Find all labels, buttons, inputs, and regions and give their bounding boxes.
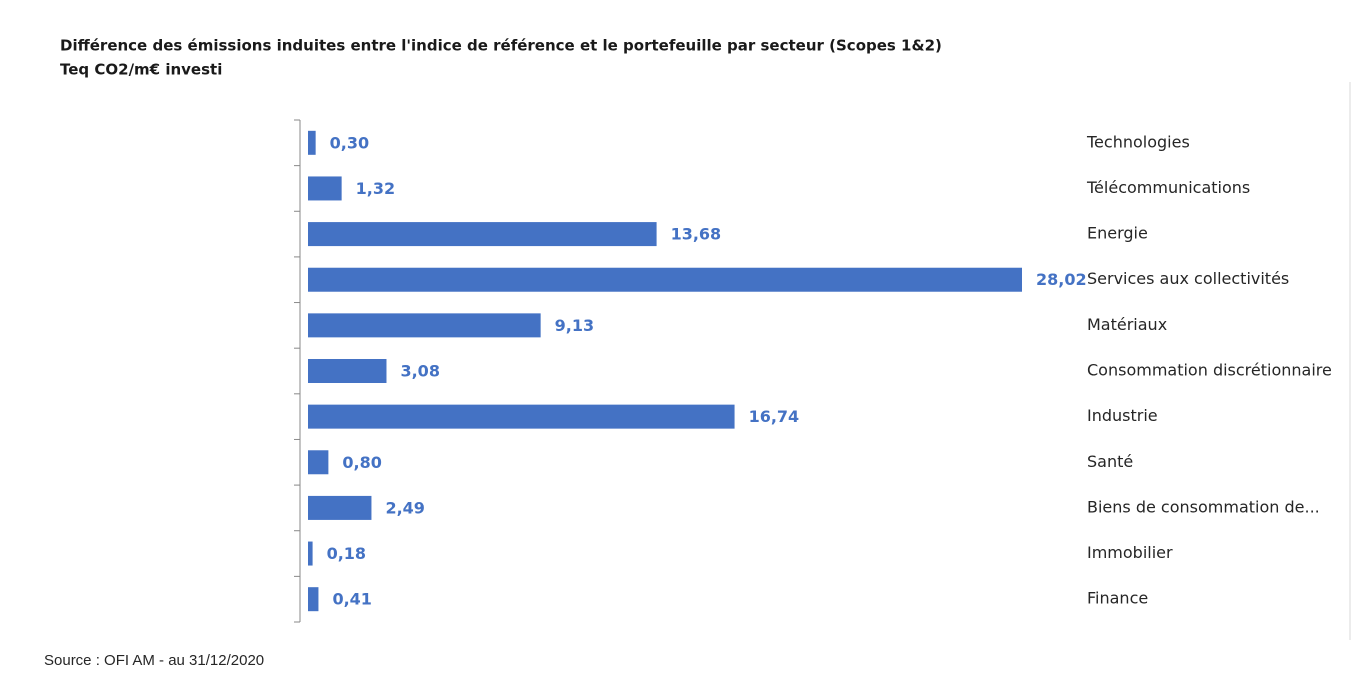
category-label: Immobilier	[1087, 543, 1173, 562]
chart-subtitle: Teq CO2/m€ investi	[60, 61, 222, 79]
value-label: 16,74	[749, 407, 800, 426]
category-label: Matériaux	[1087, 315, 1167, 334]
bar	[308, 267, 1022, 292]
value-label: 28,02	[1036, 270, 1087, 289]
category-label: Télécommunications	[1086, 178, 1250, 197]
category-label: Finance	[1087, 589, 1148, 608]
bar	[308, 450, 329, 475]
value-label: 0,30	[330, 133, 369, 152]
category-label: Santé	[1087, 452, 1133, 471]
source-note: Source : OFI AM - au 31/12/2020	[44, 652, 264, 669]
value-label: 13,68	[671, 225, 722, 244]
value-label: 0,80	[342, 453, 381, 472]
bar	[308, 587, 319, 612]
bar	[308, 404, 735, 429]
value-label: 3,08	[400, 362, 439, 381]
category-label: Technologies	[1086, 132, 1190, 151]
bar	[308, 176, 342, 201]
bar	[308, 359, 387, 383]
category-label: Biens de consommation de...	[1087, 497, 1320, 516]
value-label: 0,41	[332, 590, 371, 609]
category-label: Industrie	[1087, 406, 1158, 425]
bar	[308, 495, 372, 520]
value-label: 1,32	[356, 179, 395, 198]
category-label: Services aux collectivités	[1087, 269, 1289, 288]
bar	[308, 541, 313, 566]
bar	[308, 130, 316, 155]
category-label: Energie	[1087, 224, 1148, 243]
value-label: 2,49	[385, 498, 424, 517]
chart-title: Différence des émissions induites entre …	[60, 37, 942, 55]
bar	[308, 222, 657, 247]
value-label: 0,18	[327, 544, 366, 563]
value-label: 9,13	[555, 316, 594, 335]
category-label: Consommation discrétionnaire	[1087, 361, 1332, 380]
bar	[308, 313, 541, 338]
